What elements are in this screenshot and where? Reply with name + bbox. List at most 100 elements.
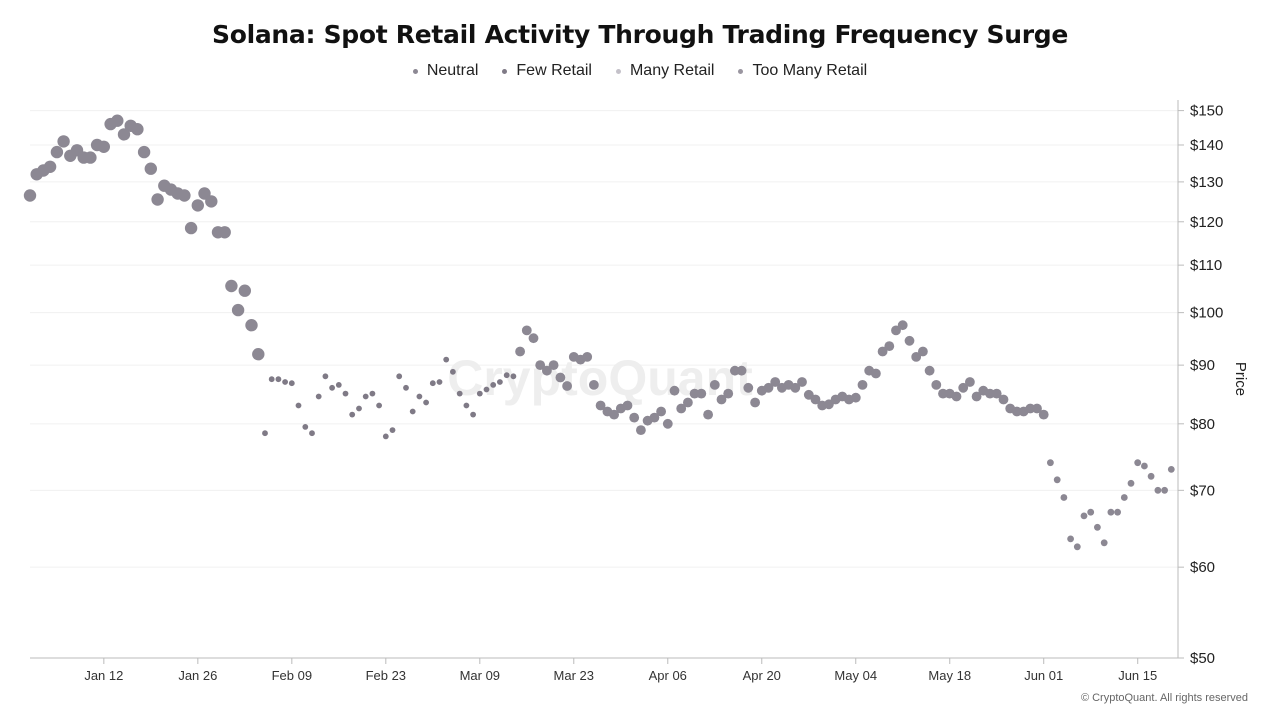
data-point-many-retail[interactable] (1060, 494, 1068, 501)
data-point-too-many-retail[interactable] (770, 377, 781, 387)
data-point-neutral[interactable] (117, 128, 131, 141)
data-point-too-many-retail[interactable] (951, 391, 962, 402)
data-point-many-retail[interactable] (1161, 486, 1168, 494)
data-point-neutral[interactable] (205, 195, 218, 208)
data-point-neutral[interactable] (111, 114, 124, 127)
data-point-neutral[interactable] (231, 303, 245, 317)
data-point-few-retail[interactable] (295, 402, 302, 409)
data-point-too-many-retail[interactable] (857, 380, 868, 390)
data-point-too-many-retail[interactable] (750, 397, 760, 408)
data-point-many-retail[interactable] (1087, 508, 1095, 516)
data-point-neutral[interactable] (225, 279, 238, 293)
data-point-too-many-retail[interactable] (877, 346, 888, 357)
data-point-neutral[interactable] (178, 189, 191, 202)
data-point-neutral[interactable] (238, 284, 251, 297)
legend-item-neutral[interactable]: Neutral (412, 62, 478, 80)
data-point-too-many-retail[interactable] (871, 368, 881, 379)
data-point-too-many-retail[interactable] (649, 412, 660, 423)
data-point-few-retail[interactable] (483, 386, 490, 393)
data-point-few-retail[interactable] (490, 382, 497, 388)
data-point-too-many-retail[interactable] (938, 388, 948, 399)
data-point-few-retail[interactable] (268, 376, 275, 383)
data-point-many-retail[interactable] (1107, 508, 1115, 516)
data-point-neutral[interactable] (57, 135, 70, 148)
data-point-many-retail[interactable] (1094, 523, 1101, 531)
data-point-neutral[interactable] (245, 319, 258, 332)
data-point-few-retail[interactable] (362, 393, 369, 400)
data-point-too-many-retail[interactable] (629, 412, 640, 423)
data-point-few-retail[interactable] (376, 402, 382, 409)
data-point-many-retail[interactable] (1073, 543, 1081, 551)
data-point-neutral[interactable] (184, 221, 198, 235)
data-point-too-many-retail[interactable] (562, 381, 572, 391)
data-point-few-retail[interactable] (329, 384, 335, 391)
data-point-few-retail[interactable] (470, 411, 476, 418)
data-point-too-many-retail[interactable] (730, 365, 740, 376)
data-point-too-many-retail[interactable] (528, 333, 539, 344)
data-point-few-retail[interactable] (456, 390, 463, 397)
data-point-many-retail[interactable] (1127, 479, 1135, 487)
data-point-too-many-retail[interactable] (1032, 403, 1042, 414)
data-point-neutral[interactable] (137, 145, 151, 159)
data-point-neutral[interactable] (144, 162, 157, 175)
data-point-few-retail[interactable] (396, 373, 403, 380)
data-point-few-retail[interactable] (322, 373, 329, 380)
data-point-few-retail[interactable] (282, 379, 288, 385)
data-point-few-retail[interactable] (450, 368, 456, 375)
data-point-too-many-retail[interactable] (696, 388, 707, 399)
data-point-too-many-retail[interactable] (743, 382, 754, 393)
data-point-neutral[interactable] (131, 123, 144, 136)
data-point-many-retail[interactable] (1067, 535, 1074, 543)
data-point-neutral[interactable] (84, 151, 97, 164)
data-point-too-many-retail[interactable] (669, 385, 680, 396)
data-point-too-many-retail[interactable] (763, 382, 774, 393)
data-point-too-many-retail[interactable] (924, 365, 935, 376)
data-point-many-retail[interactable] (1167, 466, 1175, 473)
data-point-few-retail[interactable] (463, 402, 470, 409)
data-point-few-retail[interactable] (497, 379, 503, 385)
data-point-neutral[interactable] (97, 140, 111, 153)
data-point-many-retail[interactable] (1100, 539, 1108, 547)
data-point-many-retail[interactable] (1047, 459, 1054, 467)
data-point-too-many-retail[interactable] (998, 394, 1009, 405)
data-point-few-retail[interactable] (436, 379, 443, 385)
data-point-too-many-retail[interactable] (810, 394, 821, 405)
data-point-few-retail[interactable] (356, 405, 362, 412)
data-point-few-retail[interactable] (416, 393, 423, 400)
data-point-too-many-retail[interactable] (662, 418, 673, 429)
data-point-too-many-retail[interactable] (676, 403, 687, 414)
data-point-too-many-retail[interactable] (1012, 406, 1022, 417)
data-point-too-many-retail[interactable] (897, 320, 908, 331)
data-point-too-many-retail[interactable] (703, 409, 713, 420)
data-point-neutral[interactable] (23, 189, 37, 202)
legend-item-too-many-retail[interactable]: Too Many Retail (738, 62, 867, 80)
data-point-too-many-retail[interactable] (589, 380, 599, 390)
data-point-neutral[interactable] (43, 160, 57, 173)
data-point-many-retail[interactable] (1134, 459, 1142, 467)
data-point-many-retail[interactable] (1147, 472, 1155, 480)
data-point-neutral[interactable] (50, 145, 64, 159)
data-point-many-retail[interactable] (1053, 476, 1061, 484)
data-point-too-many-retail[interactable] (683, 397, 693, 408)
data-point-many-retail[interactable] (1154, 486, 1162, 494)
data-point-too-many-retail[interactable] (958, 382, 969, 393)
data-point-few-retail[interactable] (423, 399, 429, 406)
data-point-many-retail[interactable] (1080, 512, 1088, 520)
data-point-too-many-retail[interactable] (931, 380, 942, 390)
data-point-neutral[interactable] (191, 199, 204, 212)
data-point-too-many-retail[interactable] (595, 400, 606, 411)
data-point-too-many-retail[interactable] (535, 360, 546, 370)
data-point-few-retail[interactable] (403, 384, 409, 391)
data-point-few-retail[interactable] (510, 373, 517, 380)
data-point-too-many-retail[interactable] (716, 394, 727, 405)
data-point-too-many-retail[interactable] (689, 388, 700, 399)
data-point-neutral[interactable] (151, 193, 164, 206)
data-point-few-retail[interactable] (335, 382, 342, 388)
data-point-too-many-retail[interactable] (971, 391, 982, 402)
data-point-too-many-retail[interactable] (891, 325, 901, 336)
data-point-too-many-retail[interactable] (918, 346, 928, 357)
data-point-too-many-retail[interactable] (850, 392, 861, 403)
data-point-too-many-retail[interactable] (736, 365, 747, 376)
data-point-too-many-retail[interactable] (609, 409, 619, 420)
data-point-few-retail[interactable] (409, 408, 416, 415)
